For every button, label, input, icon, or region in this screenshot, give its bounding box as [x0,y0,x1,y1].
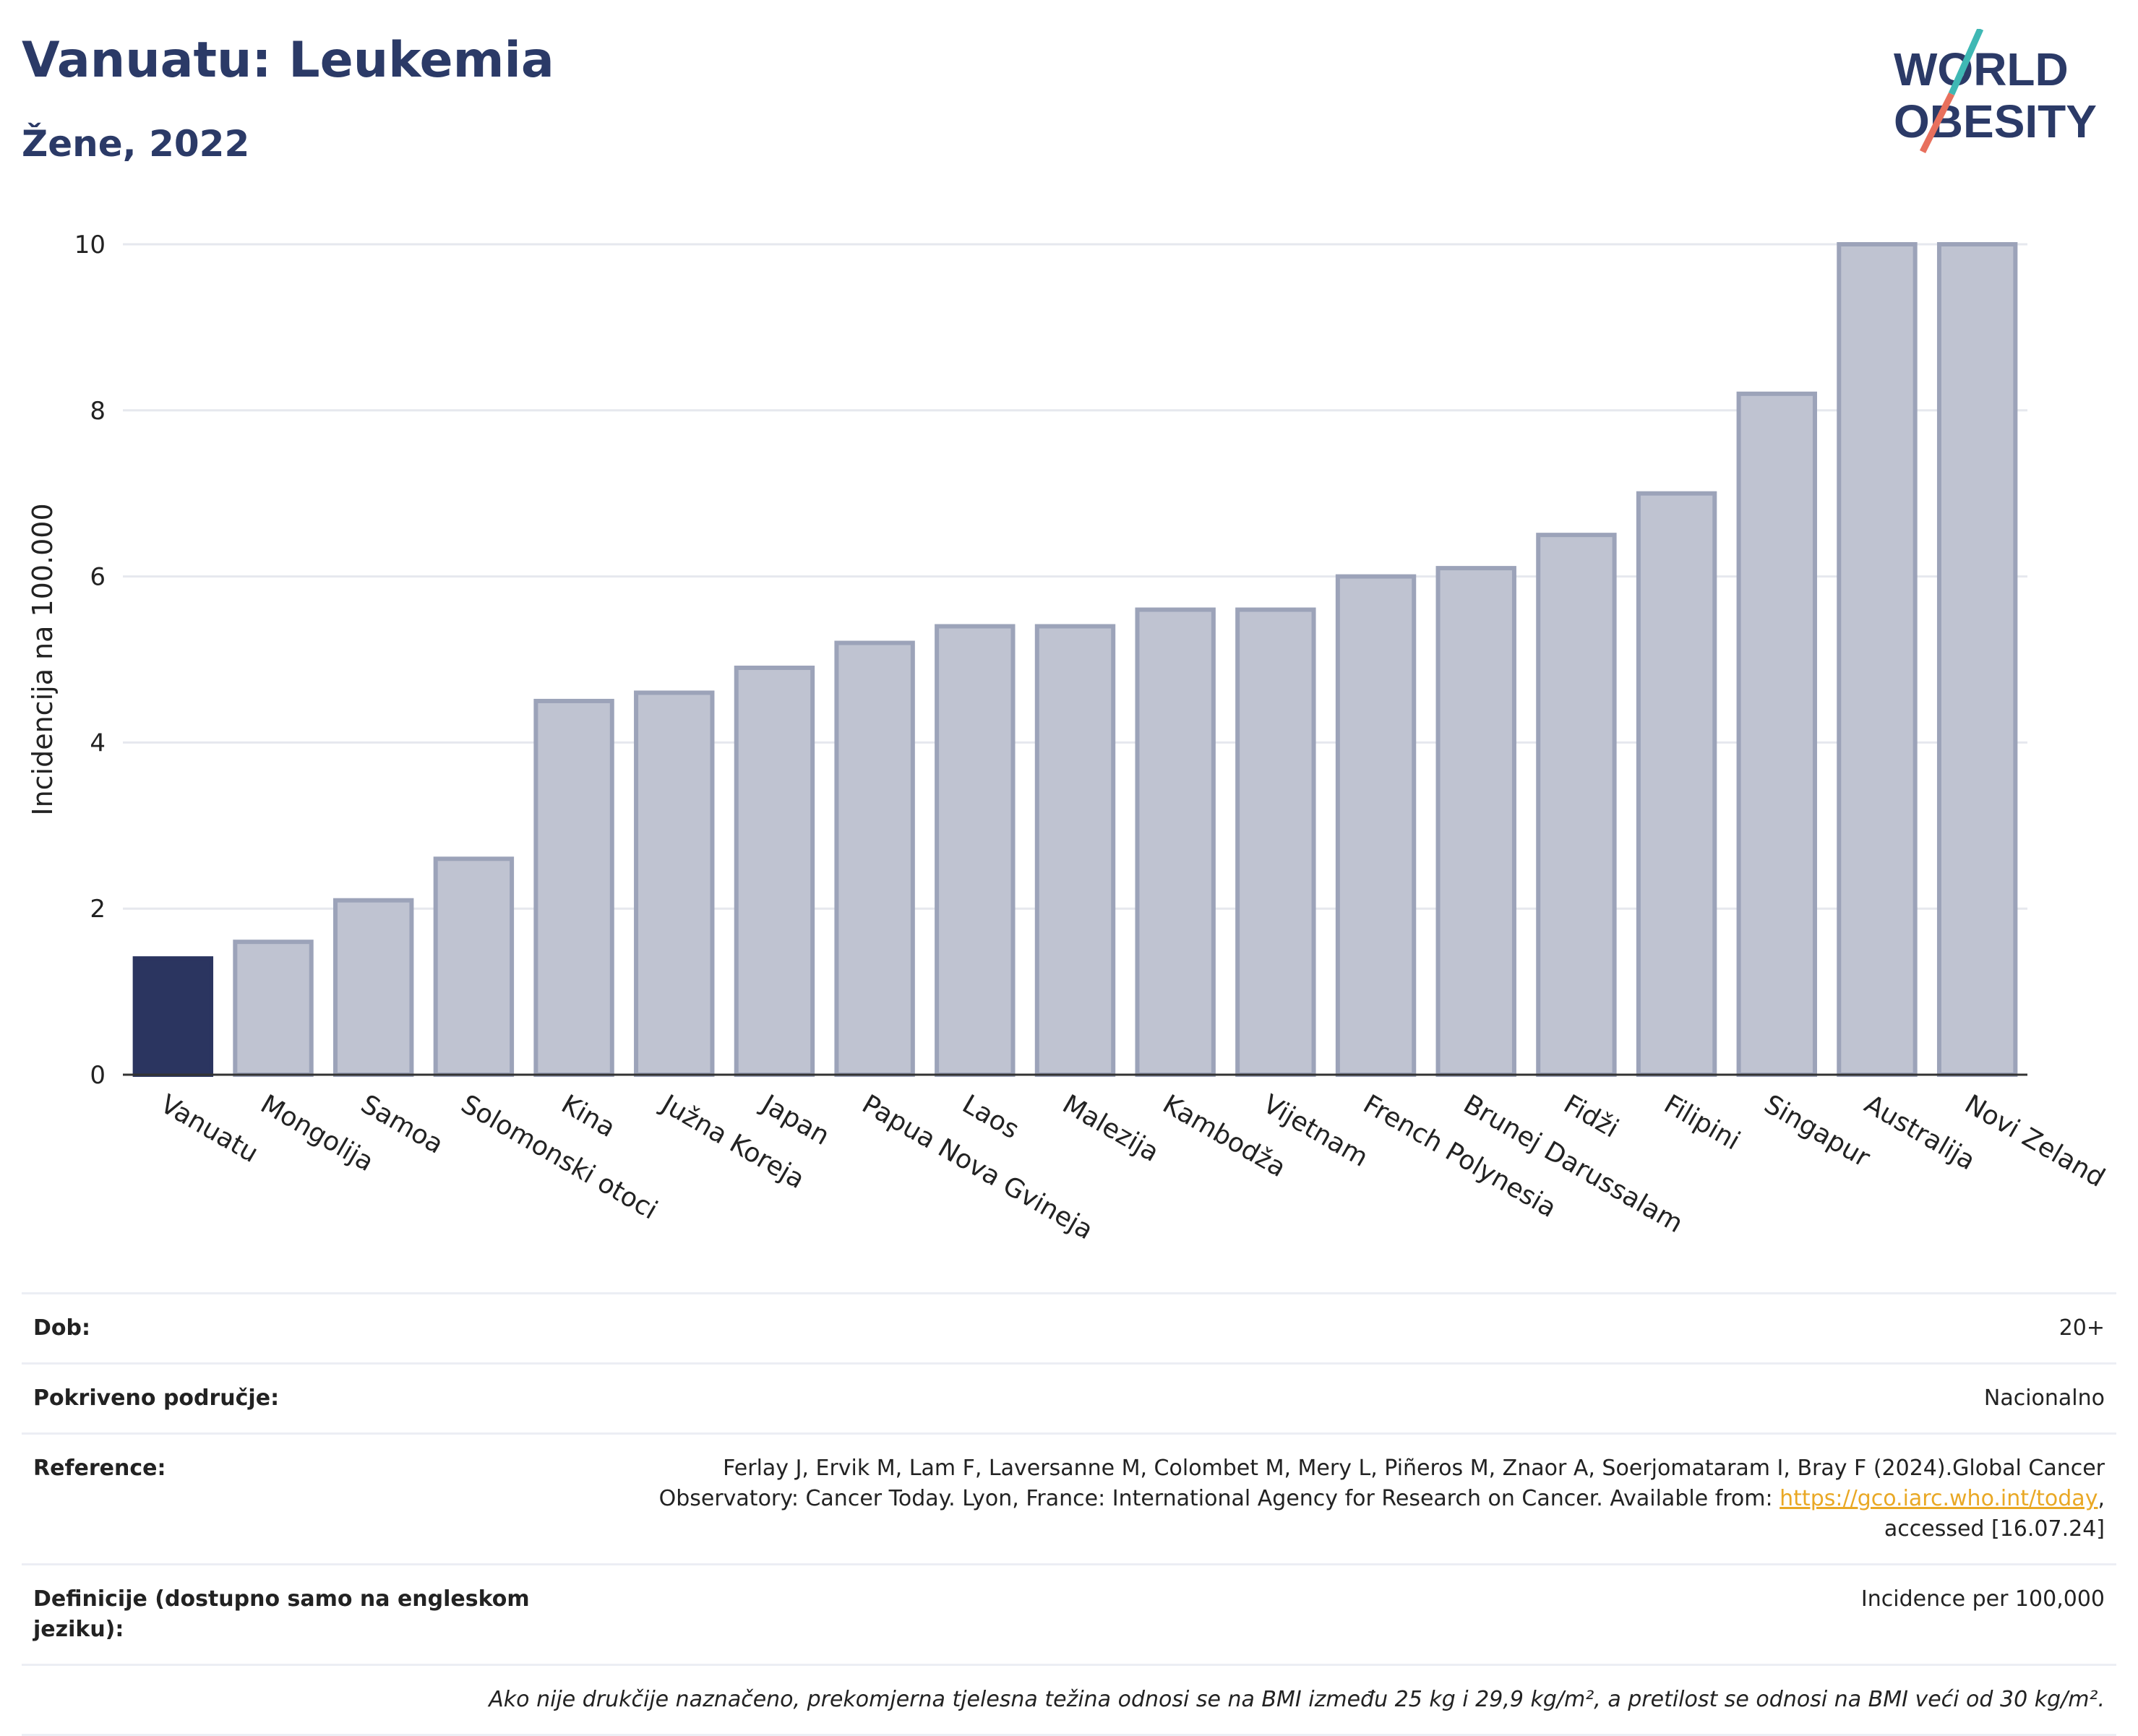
x-tick-label: Novi Zeland [1959,1089,2110,1193]
x-tick-label: Fidži [1558,1089,1623,1143]
reference-link[interactable]: https://gco.iarc.who.int/today [1779,1486,2098,1511]
x-tick-label: Japan [755,1088,834,1151]
info-row-definitions: Definicije (dostupno samo na engleskom j… [22,1563,2116,1664]
x-tick-label: Singapur [1759,1089,1875,1173]
info-key: Pokriveno područje: [33,1385,280,1411]
bar-australija[interactable] [1837,242,1918,1077]
footnote: Ako nije drukčije naznačeno, prekomjerna… [22,1664,2116,1736]
y-tick-label: 0 [90,1061,106,1090]
bar-solomonski-otoci[interactable] [433,856,515,1077]
logo-slash-coral [1919,92,1955,154]
x-tick-label: Malezija [1057,1089,1164,1168]
bar-samoa[interactable] [333,898,414,1077]
bar-kambodža[interactable] [1135,607,1216,1077]
x-tick-label: Filipini [1659,1089,1745,1156]
info-key: Reference: [33,1456,166,1481]
x-tick-label: Australija [1859,1089,1980,1176]
bar-brunej-darussalam[interactable] [1435,566,1516,1077]
world-obesity-logo: WORLD OBESITY [1894,29,2097,154]
bar-kina[interactable] [533,698,614,1077]
info-value: Ferlay J, Ervik M, Lam F, Laversanne M, … [587,1453,2105,1544]
info-row-reference: Reference: Ferlay J, Ervik M, Lam F, Lav… [22,1432,2116,1563]
bar-fidži[interactable] [1536,533,1617,1077]
y-tick-label: 2 [90,895,106,924]
info-table: Dob: 20+ Pokriveno područje: Nacionalno … [22,1292,2116,1736]
info-value: 20+ [2058,1315,2105,1341]
y-tick-label: 4 [90,729,106,757]
y-tick-label: 8 [90,397,106,426]
x-tick-label: Mongolija [256,1089,379,1177]
info-key: Definicije (dostupno samo na engleskom j… [33,1586,530,1642]
bar-japan[interactable] [734,665,815,1077]
bar-novi-zeland[interactable] [1936,242,2018,1077]
info-value: Nacionalno [1983,1385,2105,1411]
info-row-coverage: Pokriveno područje: Nacionalno [22,1362,2116,1432]
logo-slash-teal [1948,29,1984,95]
bar-laos[interactable] [935,624,1016,1077]
bar-vanuatu[interactable] [132,956,214,1078]
y-tick-label: 10 [74,231,106,259]
info-row-age: Dob: 20+ [22,1292,2116,1362]
reference-accessed: , accessed [16.07.24] [1884,1486,2105,1542]
chart-subtitle: Žene, 2022 [22,123,250,165]
bar-malezija[interactable] [1034,624,1116,1077]
bar-vijetnam[interactable] [1235,607,1316,1077]
bar-french-polynesia[interactable] [1335,574,1417,1077]
y-axis-title: Incidencija na 100.000 [27,503,59,815]
info-key: Dob: [33,1315,90,1341]
bar-mongolija[interactable] [233,940,314,1078]
bar-filipini[interactable] [1636,491,1717,1077]
bar-papua-nova-gvineja[interactable] [834,640,915,1077]
bars [132,242,2018,1078]
x-tick-label: Laos [957,1089,1023,1145]
bar-singapur[interactable] [1736,391,1817,1077]
x-tick-label: Vanuatu [155,1089,263,1169]
info-value: Incidence per 100,000 [1860,1586,2105,1612]
reference-text: Ferlay J, Ervik M, Lam F, Laversanne M, … [658,1456,2105,1511]
logo-line1: WORLD [1894,43,2069,95]
y-axis-ticks: 0 2 4 6 8 10 [74,231,106,1090]
x-tick-label: Kina [557,1089,620,1143]
bar-južna-koreja[interactable] [634,690,715,1077]
chart-title: Vanuatu: Leukemia [22,32,554,89]
y-tick-label: 6 [90,563,106,592]
